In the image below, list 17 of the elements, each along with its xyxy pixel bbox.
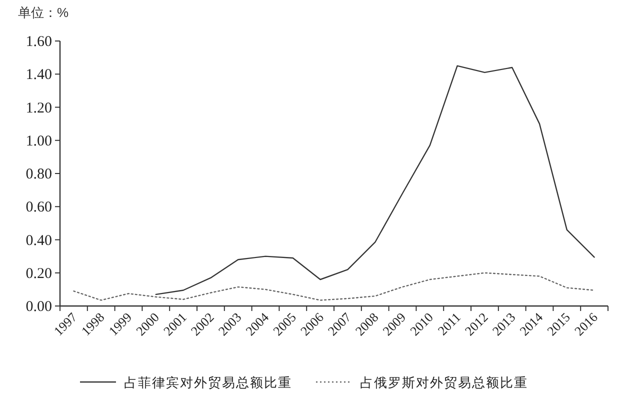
y-tick-label: 1.40 [26, 67, 52, 84]
y-tick-label: 1.00 [26, 133, 52, 150]
x-tick-label: 1999 [106, 310, 135, 339]
y-tick-label: 0.60 [26, 200, 52, 216]
y-tick-label: 0.00 [26, 299, 52, 315]
line-series [73, 272, 595, 301]
y-tick-label: 0.20 [26, 266, 52, 282]
y-tick-label: 0.80 [26, 166, 52, 182]
x-tick-label: 2001 [160, 310, 190, 339]
x-tick-label: 2011 [434, 310, 464, 338]
y-axis-title: 单位：% [18, 5, 69, 20]
legend-label: 占俄罗斯对外贸易总额比重 [360, 375, 528, 390]
y-tick-label: 1.20 [26, 100, 52, 116]
y-tick-label: 0.40 [26, 232, 52, 249]
legend-label: 占菲律宾对外贸易总额比重 [124, 375, 292, 390]
line-series [155, 65, 595, 296]
y-tick-label: 1.60 [26, 34, 52, 50]
